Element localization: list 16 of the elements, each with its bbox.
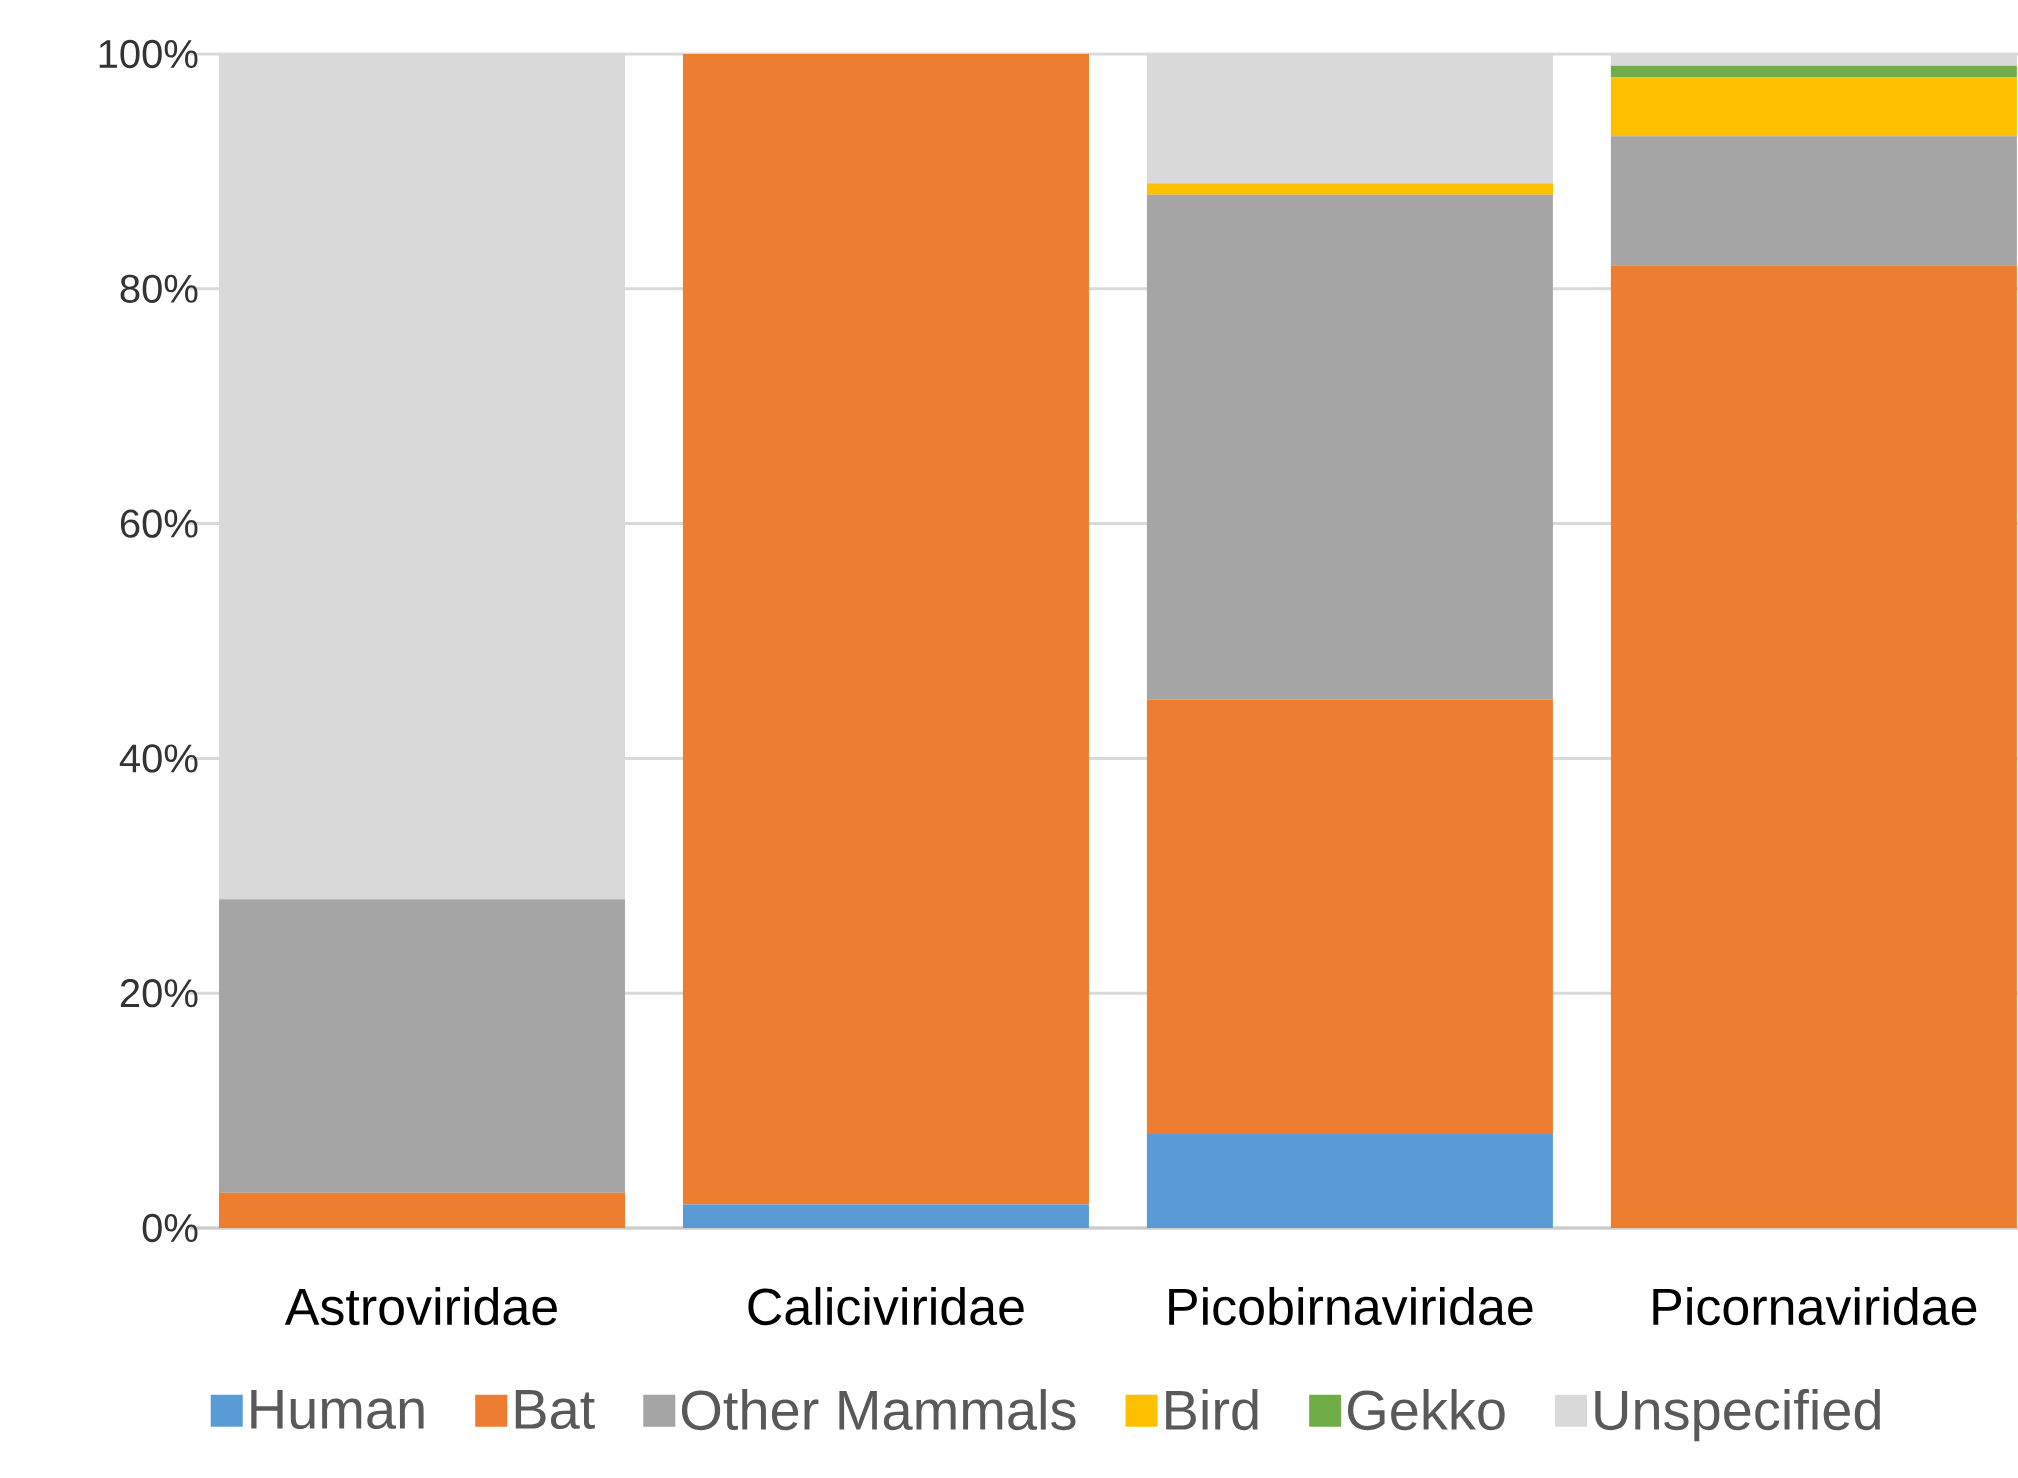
y-tick-label: 20% [120,979,198,1008]
legend-label: Unspecified [1595,1389,1880,1442]
x-tick-label: Picornaviridae [1653,1287,1977,1326]
y-tick-label: 80% [120,274,198,303]
legend-label: Other Mammals [681,1389,1076,1431]
legend-label: Gekko [1347,1389,1505,1431]
x-tick-label: Astroviridae [284,1287,557,1326]
y-tick-label: 0% [142,1213,198,1243]
y-tick-label: 40% [119,744,198,773]
legend-label: Human [251,1390,424,1430]
x-tick-label: Caliciviridae [748,1287,1024,1326]
y-tick-label: 60% [120,509,198,538]
y-tick-label: 100% [99,39,198,69]
legend-label: Bat [515,1390,595,1430]
x-tick-label: Picobirnaviridae [1169,1287,1533,1326]
legend-label: Bird [1166,1389,1258,1431]
